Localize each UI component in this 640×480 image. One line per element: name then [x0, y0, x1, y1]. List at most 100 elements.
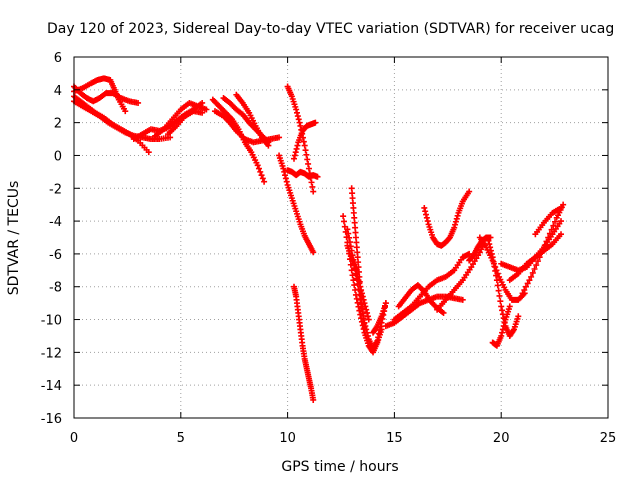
data-point: [440, 309, 447, 316]
data-point: [536, 254, 543, 261]
data-point: [353, 270, 360, 277]
data-point: [375, 334, 382, 341]
data-point: [424, 218, 431, 225]
data-point: [303, 151, 310, 158]
data-point: [531, 266, 538, 273]
data-point: [259, 175, 266, 182]
chart-title: Day 120 of 2023, Sidereal Day-to-day VTE…: [47, 21, 614, 37]
series-track-20: [344, 242, 372, 323]
y-tick-label: 4: [54, 84, 62, 99]
data-point: [492, 264, 499, 271]
data-point: [361, 324, 368, 331]
y-tick-label: 6: [54, 51, 62, 66]
series-track-4: [71, 83, 142, 106]
data-point: [493, 267, 500, 274]
data-point: [495, 287, 502, 294]
data-point: [301, 142, 308, 149]
series-track-32: [506, 231, 565, 284]
data-point: [145, 149, 152, 156]
data-point: [293, 109, 300, 116]
data-point: [499, 307, 506, 314]
plot-frame: [73, 56, 609, 419]
series-track-11: [233, 91, 272, 149]
data-point: [346, 239, 353, 246]
x-tick-label: 25: [600, 431, 617, 446]
data-point: [550, 222, 557, 229]
data-point: [376, 330, 383, 337]
data-point: [360, 296, 367, 303]
data-point: [135, 99, 142, 106]
data-point: [199, 99, 206, 106]
data-point: [558, 218, 565, 225]
y-tick-label: -8: [49, 281, 62, 296]
x-tick-label: 10: [279, 431, 296, 446]
data-point: [255, 165, 262, 172]
data-point: [422, 208, 429, 215]
data-point: [364, 329, 371, 336]
data-point: [552, 218, 559, 225]
data-point: [486, 241, 493, 248]
series-track-23: [391, 250, 473, 323]
data-point: [305, 165, 312, 172]
y-tick-label: -4: [49, 215, 62, 230]
data-point: [515, 313, 522, 320]
data-point: [485, 237, 492, 244]
series-track-21: [370, 300, 389, 336]
data-point: [281, 168, 288, 175]
data-point: [294, 142, 301, 149]
x-axis-label: GPS time / hours: [281, 459, 398, 475]
data-point: [522, 283, 529, 290]
data-point: [501, 319, 508, 326]
data-point: [345, 230, 352, 237]
y-tick-label: -6: [49, 248, 62, 263]
data-point: [282, 175, 289, 182]
data-point: [254, 162, 261, 169]
y-tick-label: 2: [54, 117, 62, 132]
series-track-7: [164, 108, 206, 138]
series-track-13: [276, 152, 317, 256]
data-point: [258, 172, 265, 179]
data-point: [558, 231, 565, 238]
x-tick-label: 5: [177, 431, 185, 446]
series-track-22: [382, 293, 466, 330]
series-track-6: [152, 99, 210, 139]
data-point: [358, 290, 365, 297]
data-point: [293, 145, 300, 152]
data-point: [265, 142, 272, 149]
data-point: [340, 213, 347, 220]
data-point: [294, 113, 301, 120]
data-point: [521, 287, 528, 294]
data-point: [354, 273, 361, 280]
y-tick-label: -2: [49, 182, 62, 197]
data-point: [302, 147, 309, 154]
data-point: [295, 116, 302, 123]
data-point: [199, 109, 206, 116]
data-point: [309, 183, 316, 190]
data-point: [524, 280, 531, 287]
data-point: [280, 165, 287, 172]
data-point: [276, 134, 283, 141]
data-point: [297, 122, 304, 129]
data-point: [282, 172, 289, 179]
data-point: [349, 272, 356, 279]
data-point: [350, 277, 357, 284]
data-point: [304, 156, 311, 163]
data-point: [466, 188, 473, 195]
y-axis-label: SDTVAR / TECUs: [6, 181, 22, 296]
grid-lines: [74, 57, 608, 418]
data-point: [490, 260, 497, 267]
data-point: [548, 226, 555, 233]
data-point: [310, 249, 317, 256]
y-tick-label: -12: [41, 346, 62, 361]
data-point: [494, 282, 501, 289]
data-point: [421, 204, 428, 211]
data-point: [558, 204, 565, 211]
data-point: [529, 269, 536, 276]
data-point: [497, 298, 504, 305]
y-tick-label: -10: [41, 314, 62, 329]
data-point: [376, 327, 383, 334]
data-point: [362, 303, 369, 310]
series-track-15: [291, 119, 319, 162]
data-point: [312, 119, 319, 126]
